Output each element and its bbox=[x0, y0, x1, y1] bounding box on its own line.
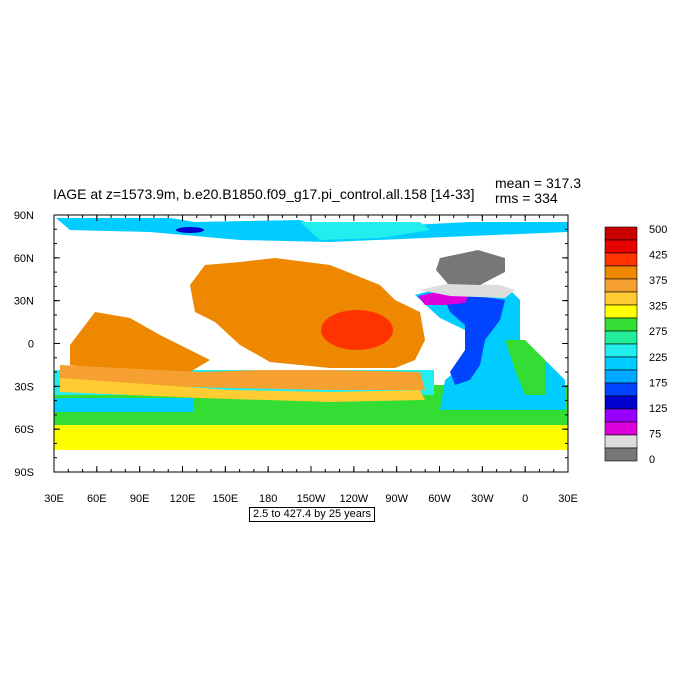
colorbar-swatch bbox=[604, 343, 638, 358]
y-tick-label: 90S bbox=[14, 467, 34, 479]
y-tick-label: 60N bbox=[14, 253, 34, 265]
colorbar-swatch bbox=[604, 395, 638, 410]
x-tick-label: 150W bbox=[297, 493, 326, 505]
colorbar-label: 425 bbox=[649, 250, 667, 262]
colorbar: 500 425 375 325 275 225 175 125 75 0 bbox=[604, 224, 667, 466]
y-tick-label: 60S bbox=[14, 424, 34, 436]
x-tick-label: 180 bbox=[259, 493, 277, 505]
colorbar-swatch bbox=[604, 252, 638, 267]
region-atlantic-dwbc bbox=[445, 295, 505, 385]
colorbar-swatch bbox=[604, 382, 638, 397]
x-tick-label: 30E bbox=[44, 493, 64, 505]
colorbar-label: 375 bbox=[649, 275, 667, 287]
colorbar-label: 325 bbox=[649, 301, 667, 313]
region-pacific bbox=[190, 258, 425, 368]
colorbar-swatch bbox=[604, 265, 638, 280]
colorbar-swatch bbox=[604, 447, 638, 462]
x-tick-label: 90W bbox=[385, 493, 408, 505]
colorbar-swatch bbox=[604, 369, 638, 384]
colorbar-label: 0 bbox=[649, 454, 655, 466]
colorbar-label: 225 bbox=[649, 352, 667, 364]
colorbar-swatch bbox=[604, 291, 638, 306]
chart-title: IAGE at z=1573.9m, b.e20.B1850.f09_g17.p… bbox=[53, 186, 475, 202]
colorbar-swatch bbox=[604, 421, 638, 436]
region-pacific-max bbox=[321, 310, 393, 350]
x-tick-label: 150E bbox=[212, 493, 238, 505]
x-tick-label: 30E bbox=[558, 493, 578, 505]
x-tick-label: 30W bbox=[471, 493, 494, 505]
x-tick-label: 90E bbox=[130, 493, 150, 505]
region-east-atlantic bbox=[505, 340, 545, 395]
colorbar-swatch bbox=[604, 278, 638, 293]
region-subantarctic-gold bbox=[60, 378, 425, 402]
y-tick-label: 30N bbox=[14, 296, 34, 308]
x-tick-label: 60W bbox=[428, 493, 451, 505]
colorbar-label: 275 bbox=[649, 326, 667, 338]
y-tick-label: 90N bbox=[14, 210, 34, 222]
y-axis: 90N 60N 30N 0 30S 60S 90S bbox=[14, 210, 568, 479]
colorbar-label: 175 bbox=[649, 377, 667, 389]
colorbar-label: 500 bbox=[649, 224, 667, 236]
contour-range-note: 2.5 to 427.4 by 25 years bbox=[249, 507, 376, 522]
x-tick-label: 120W bbox=[339, 493, 368, 505]
x-tick-label: 0 bbox=[522, 493, 528, 505]
colorbar-label: 125 bbox=[649, 403, 667, 415]
region-indian bbox=[70, 312, 210, 372]
region-nordic-light bbox=[420, 283, 515, 298]
colorbar-swatch bbox=[604, 356, 638, 371]
y-tick-label: 0 bbox=[28, 339, 34, 351]
colorbar-swatch bbox=[604, 434, 638, 449]
colorbar-label: 75 bbox=[649, 428, 661, 440]
colorbar-swatch bbox=[604, 317, 638, 332]
region-arctic-cyan bbox=[300, 222, 430, 240]
colorbar-swatch bbox=[604, 330, 638, 345]
colorbar-swatch bbox=[604, 408, 638, 423]
x-axis: 30E 60E 90E 120E 150E 180 150W 120W 90W 60W 30W 0 30… bbox=[44, 215, 578, 505]
region-subantarctic-orange bbox=[60, 365, 425, 390]
mean-label: mean = 317.3 bbox=[495, 175, 582, 191]
colorbar-swatch bbox=[604, 239, 638, 254]
colorbar-swatch bbox=[604, 304, 638, 319]
y-tick-label: 30S bbox=[14, 381, 34, 393]
rms-label: rms = 334 bbox=[495, 190, 558, 206]
colorbar-swatch bbox=[604, 226, 638, 241]
region-greenland-sea bbox=[436, 250, 505, 285]
ocean-fill bbox=[54, 218, 568, 450]
x-tick-label: 120E bbox=[170, 493, 196, 505]
x-tick-label: 60E bbox=[87, 493, 107, 505]
region-southern-blue bbox=[54, 398, 194, 412]
region-arctic-deep bbox=[176, 227, 204, 233]
